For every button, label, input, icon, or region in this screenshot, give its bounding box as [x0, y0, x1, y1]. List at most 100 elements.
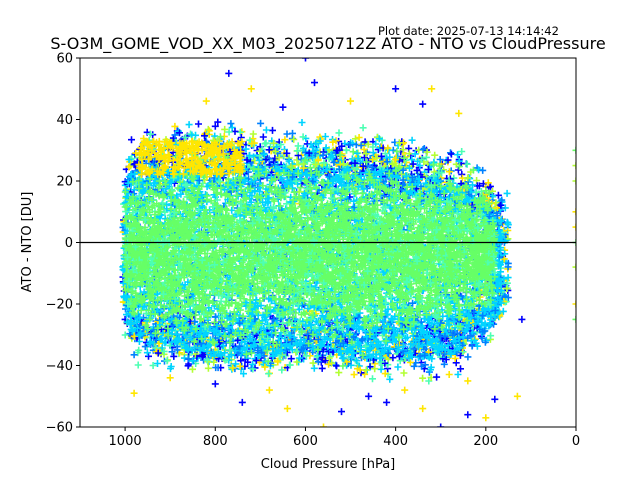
data-point	[425, 166, 432, 173]
data-point	[458, 148, 466, 155]
data-point	[221, 125, 229, 133]
data-point	[447, 149, 454, 157]
data-point	[281, 136, 289, 144]
data-point	[486, 182, 494, 190]
data-point	[473, 182, 481, 190]
data-point	[259, 133, 267, 141]
data-point	[278, 366, 286, 374]
data-point	[375, 135, 383, 143]
data-point	[262, 126, 270, 134]
plot-date: Plot date: 2025-07-13 14:14:42	[378, 24, 559, 38]
data-point	[464, 353, 472, 361]
data-point	[431, 151, 439, 159]
data-point	[408, 136, 416, 144]
data-point	[487, 332, 495, 340]
data-point	[269, 126, 276, 134]
data-point	[335, 129, 343, 137]
data-point	[452, 359, 460, 367]
data-point	[400, 369, 408, 377]
data-point	[469, 181, 476, 189]
data-point	[227, 120, 235, 128]
data-point	[361, 370, 369, 378]
data-point	[421, 361, 429, 369]
data-point	[350, 371, 358, 379]
data-point	[290, 135, 298, 143]
data-point	[204, 125, 212, 133]
data-point	[389, 354, 397, 362]
data-point	[130, 351, 138, 359]
data-point	[286, 361, 294, 369]
data-point	[141, 343, 149, 351]
data-point	[214, 118, 222, 126]
data-point	[433, 373, 441, 381]
data-point	[463, 160, 471, 168]
data-point	[298, 119, 306, 126]
data-point	[289, 129, 296, 137]
data-point	[416, 162, 424, 170]
data-point	[445, 168, 453, 176]
data-point	[145, 352, 152, 360]
data-point	[359, 124, 367, 132]
data-point	[313, 138, 321, 146]
data-point	[249, 130, 257, 138]
data-point	[309, 359, 317, 367]
data-point	[456, 351, 464, 359]
data-point	[381, 370, 389, 378]
data-point	[243, 156, 251, 164]
data-point	[447, 150, 455, 158]
data-point	[204, 364, 212, 372]
data-point	[149, 362, 157, 369]
data-point	[335, 369, 343, 377]
data-points	[119, 58, 576, 427]
data-point	[310, 364, 318, 372]
data-point	[358, 163, 366, 171]
chart-title: S-O3M_GOME_VOD_XX_M03_20250712Z ATO - NT…	[50, 34, 606, 53]
data-point	[355, 134, 363, 141]
data-point	[154, 360, 161, 367]
data-point	[325, 354, 333, 362]
data-point	[320, 159, 328, 167]
data-point	[357, 142, 365, 150]
data-point	[444, 156, 452, 164]
data-point	[125, 163, 133, 171]
data-point	[177, 190, 185, 198]
data-point	[232, 360, 240, 368]
data-point	[257, 119, 265, 127]
data-point	[299, 144, 307, 152]
data-point	[503, 189, 511, 197]
data-point	[352, 135, 359, 143]
data-point	[265, 370, 273, 378]
data-point	[333, 362, 341, 370]
data-point	[128, 136, 135, 144]
data-point	[377, 365, 385, 373]
data-point	[189, 365, 196, 373]
data-point	[454, 371, 462, 378]
data-point	[484, 179, 492, 187]
data-point	[479, 180, 487, 188]
data-point	[445, 371, 453, 378]
data-point	[295, 306, 303, 314]
data-point	[332, 137, 340, 145]
data-point	[454, 166, 462, 174]
data-point	[174, 127, 182, 135]
data-point	[419, 374, 427, 382]
data-point	[414, 157, 422, 165]
data-point	[121, 331, 129, 339]
data-point	[398, 170, 406, 178]
data-point	[410, 362, 418, 370]
data-point	[408, 156, 416, 164]
data-point	[318, 364, 326, 372]
data-point	[369, 375, 376, 383]
data-point	[185, 121, 193, 129]
data-point	[228, 124, 236, 132]
data-point	[409, 160, 417, 168]
data-point	[321, 133, 329, 140]
data-point	[494, 191, 502, 199]
data-point	[413, 166, 421, 174]
data-point	[313, 337, 321, 345]
data-point	[481, 338, 489, 346]
data-point	[468, 342, 476, 350]
data-point	[211, 122, 219, 130]
data-point	[381, 150, 389, 157]
